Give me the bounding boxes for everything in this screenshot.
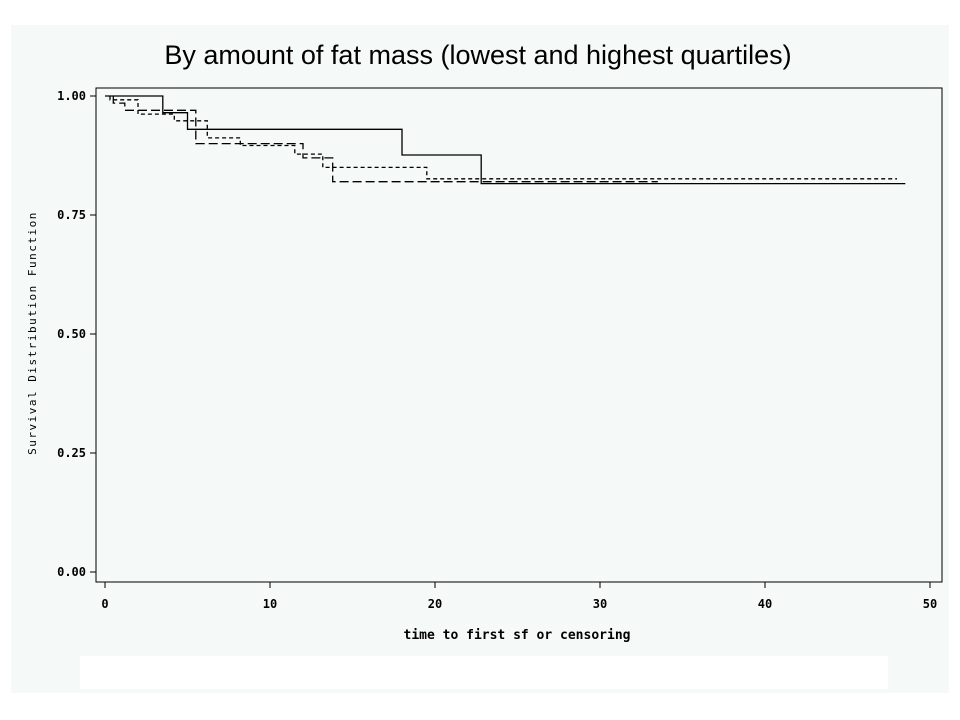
y-tick-label: 1.00 — [57, 89, 86, 103]
survival-curve-1 — [105, 95, 906, 185]
y-axis-title: Survival Distribution Function — [26, 211, 39, 455]
y-tick-label: 0.75 — [57, 208, 86, 222]
survival-curve-2 — [112, 96, 658, 183]
x-axis-title: time to first sf or censoring — [404, 628, 631, 643]
y-tick-label: 0.25 — [57, 446, 86, 460]
y-axis: 0.00 0.25 0.50 0.75 1.00 — [57, 89, 96, 579]
survival-curve-3 — [109, 96, 897, 180]
y-tick-label: 0.00 — [57, 565, 86, 579]
x-tick-label: 20 — [428, 597, 442, 611]
x-tick-label: 0 — [101, 597, 108, 611]
series-layer — [105, 95, 906, 185]
x-tick-label: 40 — [758, 597, 772, 611]
y-tick-label: 0.50 — [57, 327, 86, 341]
x-tick-label: 10 — [263, 597, 277, 611]
caption-strip — [80, 656, 888, 689]
x-tick-label: 30 — [593, 597, 607, 611]
x-tick-label: 50 — [923, 597, 937, 611]
plot-frame — [95, 87, 943, 583]
x-axis: 0 10 20 30 40 50 — [101, 582, 937, 611]
chart-title: By amount of fat mass (lowest and highes… — [164, 40, 791, 70]
